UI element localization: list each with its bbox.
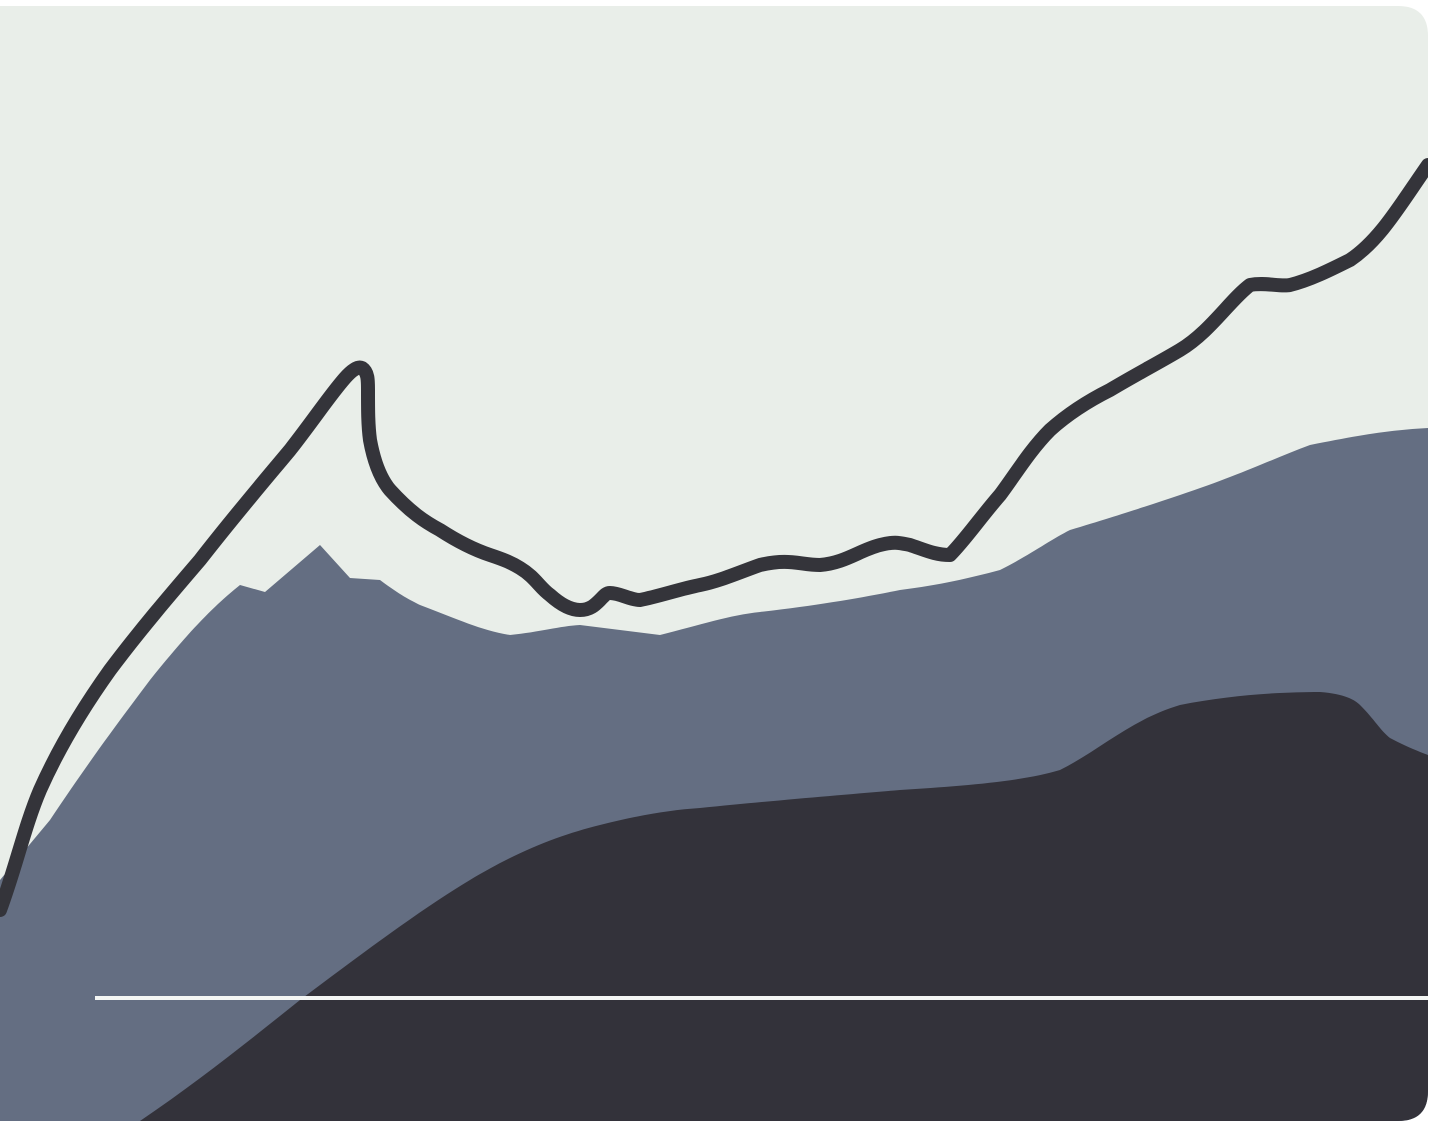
trend-line [0,158,1428,917]
dark-area [140,692,1428,1121]
